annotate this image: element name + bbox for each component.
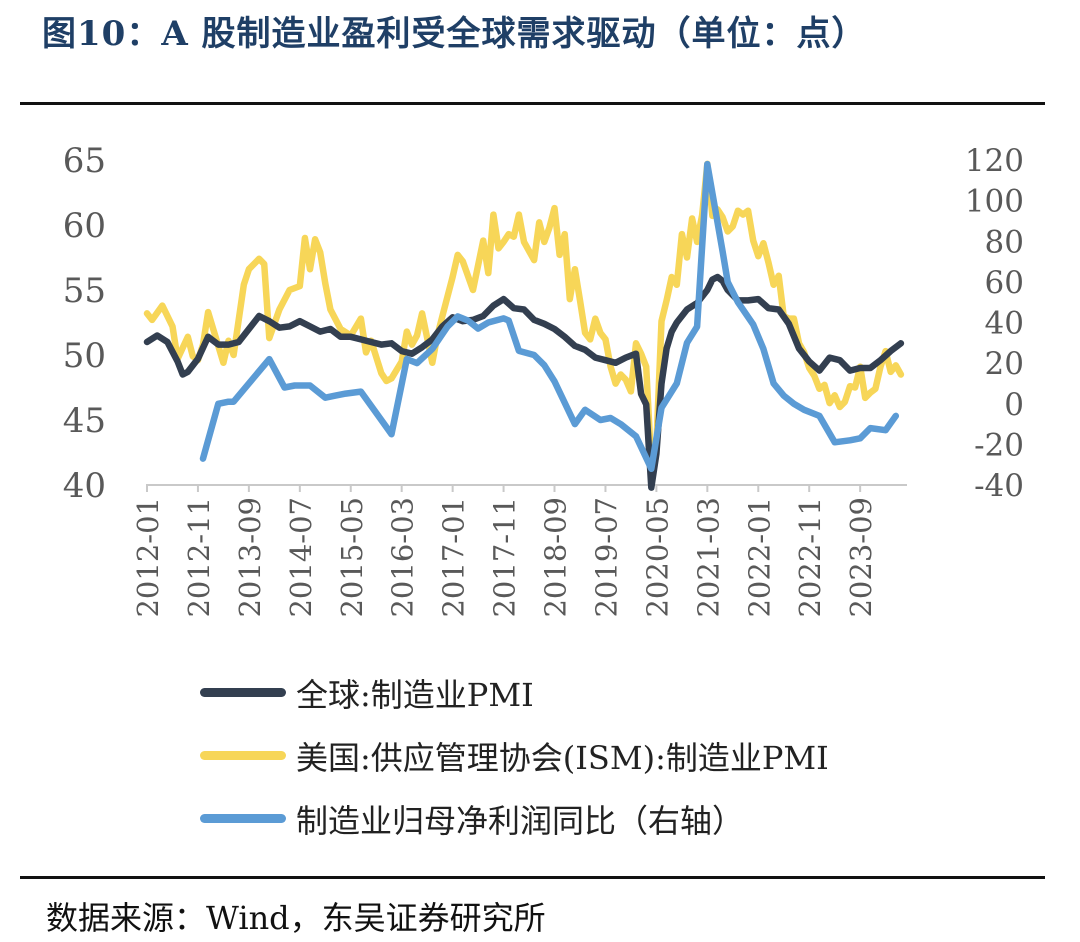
legend-swatch-net-profit bbox=[200, 814, 286, 823]
y-right-tick-label: 0 bbox=[1004, 387, 1024, 423]
x-tick-label: 2019-07 bbox=[589, 497, 623, 618]
x-tick-label: 2015-05 bbox=[335, 497, 369, 618]
x-tick-label: 2017-11 bbox=[488, 497, 522, 618]
y-right-tick-label: 120 bbox=[965, 143, 1024, 179]
y-right-tick-label: 80 bbox=[985, 224, 1024, 260]
x-tick-label: 2022-01 bbox=[742, 497, 776, 618]
legend-label-global-pmi: 全球:制造业PMI bbox=[296, 676, 534, 714]
x-tick-label: 2016-03 bbox=[386, 497, 420, 618]
x-tick-label: 2014-07 bbox=[284, 497, 318, 618]
series-line-global-pmi bbox=[143, 273, 905, 491]
legend-swatch-global-pmi bbox=[200, 688, 286, 697]
x-tick-label: 2021-03 bbox=[691, 497, 725, 618]
legend-swatch-ism-pmi bbox=[200, 751, 286, 760]
series-line-net-profit bbox=[199, 160, 900, 473]
legend-label-ism-pmi: 美国:供应管理协会(ISM):制造业PMI bbox=[296, 739, 829, 777]
x-tick-label: 2012-01 bbox=[131, 497, 165, 618]
y-left-tick-label: 55 bbox=[63, 271, 106, 311]
top-rule bbox=[20, 102, 1045, 105]
x-tick-label: 2017-01 bbox=[437, 497, 471, 618]
series-line-ism-pmi bbox=[143, 160, 905, 469]
bottom-rule bbox=[20, 876, 1045, 879]
y-right-tick-label: 20 bbox=[985, 346, 1024, 382]
source-note: 数据来源：Wind，东吴证券研究所 bbox=[46, 899, 546, 937]
x-tick-label: 2013-09 bbox=[233, 497, 267, 618]
y-right-tick-label: 40 bbox=[985, 306, 1024, 342]
x-tick-label: 2020-05 bbox=[640, 497, 674, 618]
y-left-tick-label: 40 bbox=[63, 466, 106, 506]
y-left-tick-label: 45 bbox=[63, 401, 106, 441]
chart: 2012-01 2012-11 2013-09 2014-07 2015-05 2016-… bbox=[63, 141, 1024, 618]
x-tick-label: 2012-11 bbox=[182, 497, 216, 618]
y-left-tick-label: 50 bbox=[63, 336, 106, 376]
y-right-tick-label: 60 bbox=[985, 265, 1024, 301]
x-tick-label: 2018-09 bbox=[539, 497, 573, 618]
legend-label-net-profit: 制造业归母净利润同比（右轴） bbox=[296, 802, 745, 840]
y-right-tick-label: -20 bbox=[974, 427, 1024, 463]
y-right-tick-label: 100 bbox=[965, 184, 1024, 220]
figure-title: 图10：A 股制造业盈利受全球需求驱动（单位：点） bbox=[42, 14, 867, 54]
y-left-tick-label: 60 bbox=[63, 206, 106, 246]
x-tick-label: 2023-09 bbox=[844, 497, 878, 618]
x-tick-label: 2022-11 bbox=[793, 497, 827, 618]
y-left-tick-label: 65 bbox=[63, 141, 106, 181]
y-right-tick-label: -40 bbox=[974, 468, 1024, 504]
